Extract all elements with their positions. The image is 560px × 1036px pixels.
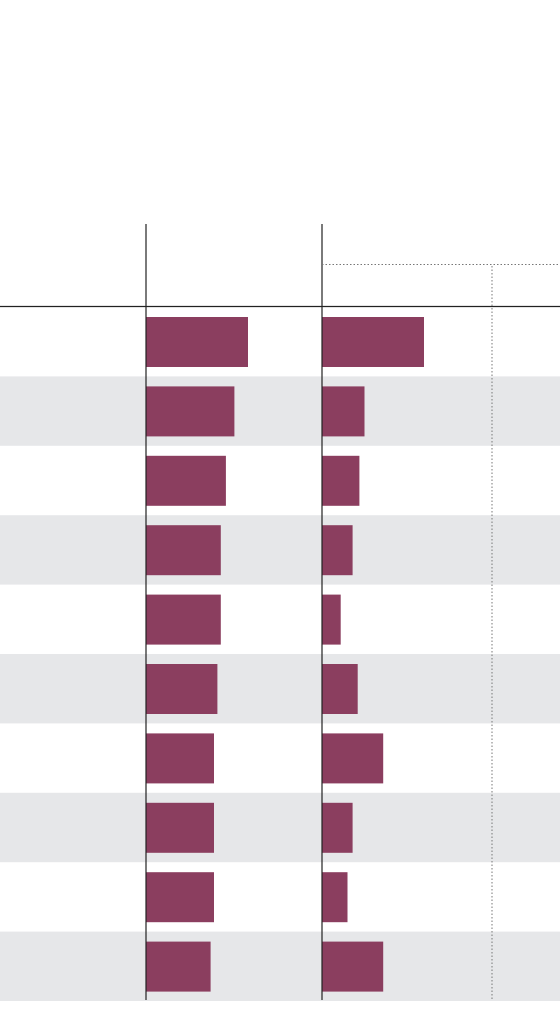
axes <box>0 224 560 1000</box>
bar-panel-2 <box>322 594 341 645</box>
bar-panel-1 <box>146 455 226 506</box>
bar-panel-1 <box>146 941 211 992</box>
bar-panel-1 <box>146 733 214 784</box>
bar-panel-1 <box>146 525 221 576</box>
bar-panel-2 <box>322 455 360 506</box>
row-stripe <box>0 654 560 724</box>
bar-panel-2 <box>322 386 365 437</box>
bar-panel-2 <box>322 525 353 576</box>
bar-panel-2 <box>322 317 424 367</box>
bar-panel-1 <box>146 872 214 923</box>
bar-panel-2 <box>322 733 384 784</box>
bar-panel-2 <box>322 802 353 853</box>
row-stripe <box>0 792 560 863</box>
row-stripe <box>0 515 560 585</box>
bar-panel-1 <box>146 802 214 853</box>
bars-panel-2 <box>322 317 424 992</box>
row-stripes <box>0 376 560 1001</box>
bar-panel-2 <box>322 941 384 992</box>
bar-panel-1 <box>146 386 235 437</box>
bar-panel-2 <box>322 872 348 923</box>
bar-panel-2 <box>322 664 358 714</box>
bar-panel-1 <box>146 594 221 645</box>
bar-panel-1 <box>146 664 218 714</box>
row-stripe <box>0 376 560 446</box>
bar-panel-1 <box>146 317 248 367</box>
row-stripe <box>0 931 560 1001</box>
bars-panel-1 <box>146 317 248 992</box>
